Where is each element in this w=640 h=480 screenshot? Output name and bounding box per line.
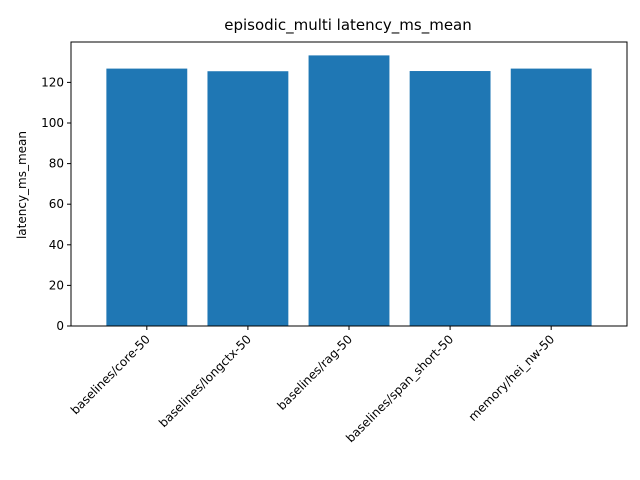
bars-group <box>106 55 592 327</box>
x-axis-ticks: baselines/core-50 baselines/longctx-50 bas… <box>68 326 557 445</box>
y-tick-label: 100 <box>41 116 64 130</box>
bar-1 <box>207 71 289 327</box>
bar-0 <box>106 68 188 326</box>
chart-title: episodic_multi latency_ms_mean <box>224 16 472 35</box>
y-axis-ticks: 0 20 40 60 80 100 120 <box>41 75 71 333</box>
y-tick-label: 40 <box>49 238 64 252</box>
x-tick-label: memory/hei_nw-50 <box>466 332 558 424</box>
y-tick-label: 0 <box>56 319 64 333</box>
y-tick-label: 60 <box>49 197 64 211</box>
bar-2 <box>308 55 390 327</box>
y-tick-label: 120 <box>41 75 64 89</box>
y-axis-label: latency_ms_mean <box>15 131 29 239</box>
x-tick-label: baselines/rag-50 <box>274 332 355 413</box>
bar-3 <box>409 71 491 327</box>
x-tick-label: baselines/span_short-50 <box>343 332 456 445</box>
x-tick-label: baselines/core-50 <box>68 332 153 417</box>
y-tick-label: 20 <box>49 278 64 292</box>
bar-4 <box>510 68 592 326</box>
y-tick-label: 80 <box>49 157 64 171</box>
axes-frame <box>70 41 628 327</box>
x-tick-label: baselines/longctx-50 <box>156 332 254 430</box>
